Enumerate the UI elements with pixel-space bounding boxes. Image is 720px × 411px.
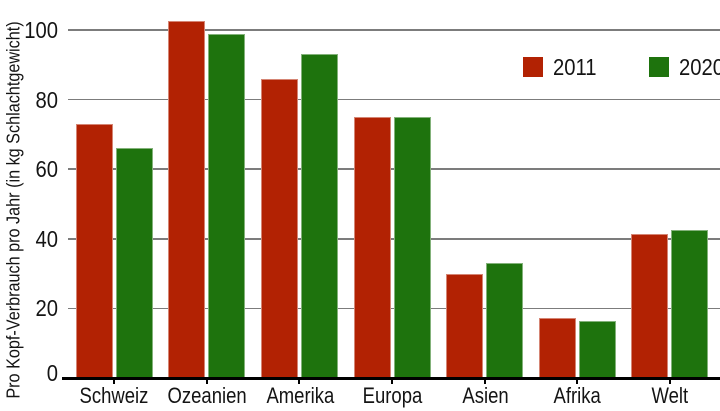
bar-2011-ozeanien <box>168 21 206 378</box>
x-label-europa: Europa <box>347 384 439 408</box>
bar-2011-schweiz <box>75 124 113 378</box>
x-tick-amerika <box>298 380 301 384</box>
x-label-text: Afrika <box>553 383 602 408</box>
y-tick-label-40: 40 <box>35 225 58 252</box>
x-label-text: Amerika <box>266 383 335 408</box>
legend-label-2011: 2011 <box>553 54 597 80</box>
y-axis-title: Pro Kopf-Verbrauch pro Jahr (in kg Schla… <box>3 21 24 399</box>
bar-group-europa <box>346 0 439 378</box>
bar-group-asien <box>438 0 531 378</box>
x-label-afrika: Afrika <box>531 384 623 408</box>
bar-2020-ozeanien <box>208 33 246 378</box>
legend-item-2011: 2011 <box>523 55 602 79</box>
x-label-text: Ozeanien <box>167 383 247 408</box>
bar-group-ozeanien <box>161 0 254 378</box>
x-label-text: Schweiz <box>79 383 149 408</box>
x-label-amerika: Amerika <box>254 384 346 408</box>
bar-2020-europa <box>393 117 431 378</box>
y-tick-label-100: 100 <box>24 17 58 43</box>
y-tick-label-0: 0 <box>46 359 58 386</box>
bar-group-afrika <box>531 0 624 378</box>
bar-2020-amerika <box>300 54 338 378</box>
bar-2020-afrika <box>578 320 616 378</box>
bar-group-amerika <box>253 0 346 378</box>
x-label-ozeanien: Ozeanien <box>160 384 254 408</box>
plot-area <box>68 0 716 378</box>
x-label-text: Asien <box>462 383 509 408</box>
x-tick-schweiz <box>113 380 116 384</box>
gridline-100 <box>68 29 720 31</box>
bar-2011-asien <box>446 273 484 378</box>
bar-2011-europa <box>353 117 391 378</box>
bar-2020-schweiz <box>115 148 153 378</box>
x-label-schweiz: Schweiz <box>68 384 160 408</box>
x-tick-ozeanien <box>205 380 208 384</box>
bar-2020-asien <box>486 263 524 378</box>
x-axis-category-labels: Schweiz Ozeanien Amerika Europa Asien Afrika W… <box>68 384 716 408</box>
x-tick-asien <box>483 380 486 384</box>
x-axis-line <box>62 377 720 380</box>
legend-label-2020: 2020 <box>679 54 720 80</box>
legend-swatch-2020-icon <box>649 57 669 77</box>
legend-swatch-2011-icon <box>523 57 543 77</box>
x-label-text: Welt <box>651 383 689 408</box>
x-tick-afrika <box>576 380 579 384</box>
legend-item-2020: 2020 <box>649 55 720 79</box>
gridline-80 <box>68 98 720 101</box>
y-tick-label-60: 60 <box>35 156 58 183</box>
bar-group-schweiz <box>68 0 161 378</box>
x-label-welt: Welt <box>624 384 716 408</box>
x-tick-welt <box>668 380 671 384</box>
y-tick-label-20: 20 <box>35 295 58 322</box>
bar-group-welt <box>623 0 716 378</box>
bar-2011-welt <box>631 233 669 378</box>
x-label-asien: Asien <box>439 384 531 408</box>
y-tick-label-80: 80 <box>35 86 58 113</box>
bar-2011-afrika <box>538 317 576 378</box>
bar-2020-welt <box>671 230 709 378</box>
x-tick-europa <box>391 380 393 384</box>
x-label-text: Europa <box>363 383 423 408</box>
bar-2011-amerika <box>260 78 298 378</box>
